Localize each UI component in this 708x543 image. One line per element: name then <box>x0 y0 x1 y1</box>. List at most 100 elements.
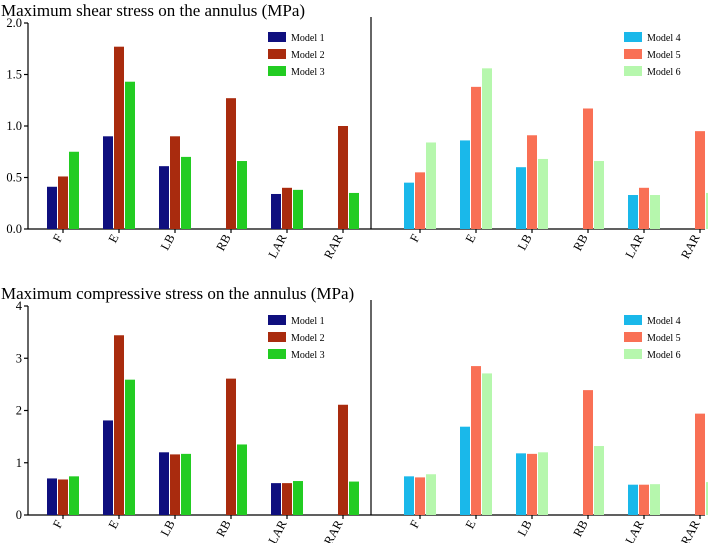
bar <box>426 142 436 229</box>
x-tick-label: F <box>50 518 66 531</box>
legend-swatch <box>624 66 642 76</box>
bar <box>527 135 537 229</box>
bar <box>639 187 649 229</box>
bar <box>706 192 708 229</box>
x-tick-label: F <box>407 232 423 245</box>
legend-label: Model 3 <box>291 67 325 78</box>
legend-label: Model 4 <box>647 33 681 44</box>
bar <box>349 192 359 229</box>
chart-1: Maximum compressive stress on the annulu… <box>1 284 708 543</box>
bar <box>460 426 470 515</box>
legend-label: Model 4 <box>647 316 681 327</box>
bar <box>159 452 169 515</box>
bar <box>282 483 292 515</box>
bar <box>482 68 492 229</box>
bar <box>226 98 236 229</box>
bar <box>583 108 593 229</box>
y-tick-label: 0.0 <box>6 222 22 236</box>
x-tick-label: F <box>50 232 66 245</box>
bar <box>114 46 124 229</box>
x-tick-label: LB <box>158 518 178 539</box>
bar <box>460 140 470 229</box>
chart-title: Maximum compressive stress on the annulu… <box>1 284 354 303</box>
x-tick-label: LAR <box>623 231 647 260</box>
bar <box>125 81 135 230</box>
bar <box>404 476 414 515</box>
bar <box>114 335 124 515</box>
x-tick-label: LAR <box>266 231 290 260</box>
bar <box>583 390 593 515</box>
y-tick-label: 3 <box>16 351 22 365</box>
bar <box>170 454 180 515</box>
bar <box>159 166 169 229</box>
bar <box>695 131 705 229</box>
bar <box>47 478 57 515</box>
y-tick-label: 2.0 <box>6 16 22 30</box>
legend-label: Model 2 <box>291 50 325 61</box>
bar <box>415 172 425 229</box>
bar <box>58 176 68 229</box>
legend-swatch <box>268 66 286 76</box>
bar <box>628 195 638 229</box>
bar <box>706 482 708 515</box>
x-tick-label: LB <box>515 232 535 253</box>
bar <box>181 156 191 229</box>
bar <box>538 452 548 515</box>
legend-label: Model 6 <box>647 350 681 361</box>
bar <box>349 481 359 515</box>
legend-label: Model 1 <box>291 316 325 327</box>
bar <box>650 195 660 229</box>
x-tick-label: RAR <box>678 231 703 261</box>
chart-0: Maximum shear stress on the annulus (MPa… <box>1 1 708 261</box>
legend-label: Model 2 <box>291 333 325 344</box>
legend-label: Model 1 <box>291 33 325 44</box>
bar <box>594 446 604 515</box>
legend-swatch <box>268 315 286 325</box>
legend-label: Model 5 <box>647 333 681 344</box>
bar <box>415 477 425 515</box>
bar <box>181 453 191 515</box>
y-tick-label: 0.5 <box>6 171 22 185</box>
x-tick-label: E <box>463 518 479 532</box>
x-tick-label: LAR <box>623 517 647 543</box>
legend-swatch <box>268 349 286 359</box>
bar <box>695 413 705 515</box>
x-tick-label: E <box>106 518 122 532</box>
y-tick-label: 1.0 <box>6 119 22 133</box>
bar <box>237 161 247 229</box>
chart-title: Maximum shear stress on the annulus (MPa… <box>1 1 305 20</box>
legend-label: Model 3 <box>291 350 325 361</box>
bar <box>338 404 348 515</box>
x-tick-label: LAR <box>266 517 290 543</box>
x-tick-label: RAR <box>678 517 703 543</box>
x-tick-label: RB <box>570 518 590 539</box>
y-tick-label: 1.5 <box>6 68 22 82</box>
legend-swatch <box>624 332 642 342</box>
bar <box>527 453 537 515</box>
bar <box>271 193 281 229</box>
legend-label: Model 6 <box>647 67 681 78</box>
x-tick-label: RAR <box>321 231 346 261</box>
bar <box>404 182 414 229</box>
bar <box>226 378 236 515</box>
y-tick-label: 4 <box>16 299 23 313</box>
bar <box>650 484 660 515</box>
bar <box>471 86 481 229</box>
bar <box>69 476 79 515</box>
bar <box>516 167 526 229</box>
legend-swatch <box>624 315 642 325</box>
bar <box>538 158 548 229</box>
bar <box>594 161 604 229</box>
legend-swatch <box>624 32 642 42</box>
x-tick-label: RB <box>213 232 233 253</box>
bar <box>237 444 247 515</box>
bar <box>482 373 492 515</box>
legend-swatch <box>268 49 286 59</box>
legend-swatch <box>268 32 286 42</box>
bar <box>58 479 68 515</box>
legend-label: Model 5 <box>647 50 681 61</box>
legend-swatch <box>624 349 642 359</box>
legend-swatch <box>268 332 286 342</box>
x-tick-label: RAR <box>321 517 346 543</box>
